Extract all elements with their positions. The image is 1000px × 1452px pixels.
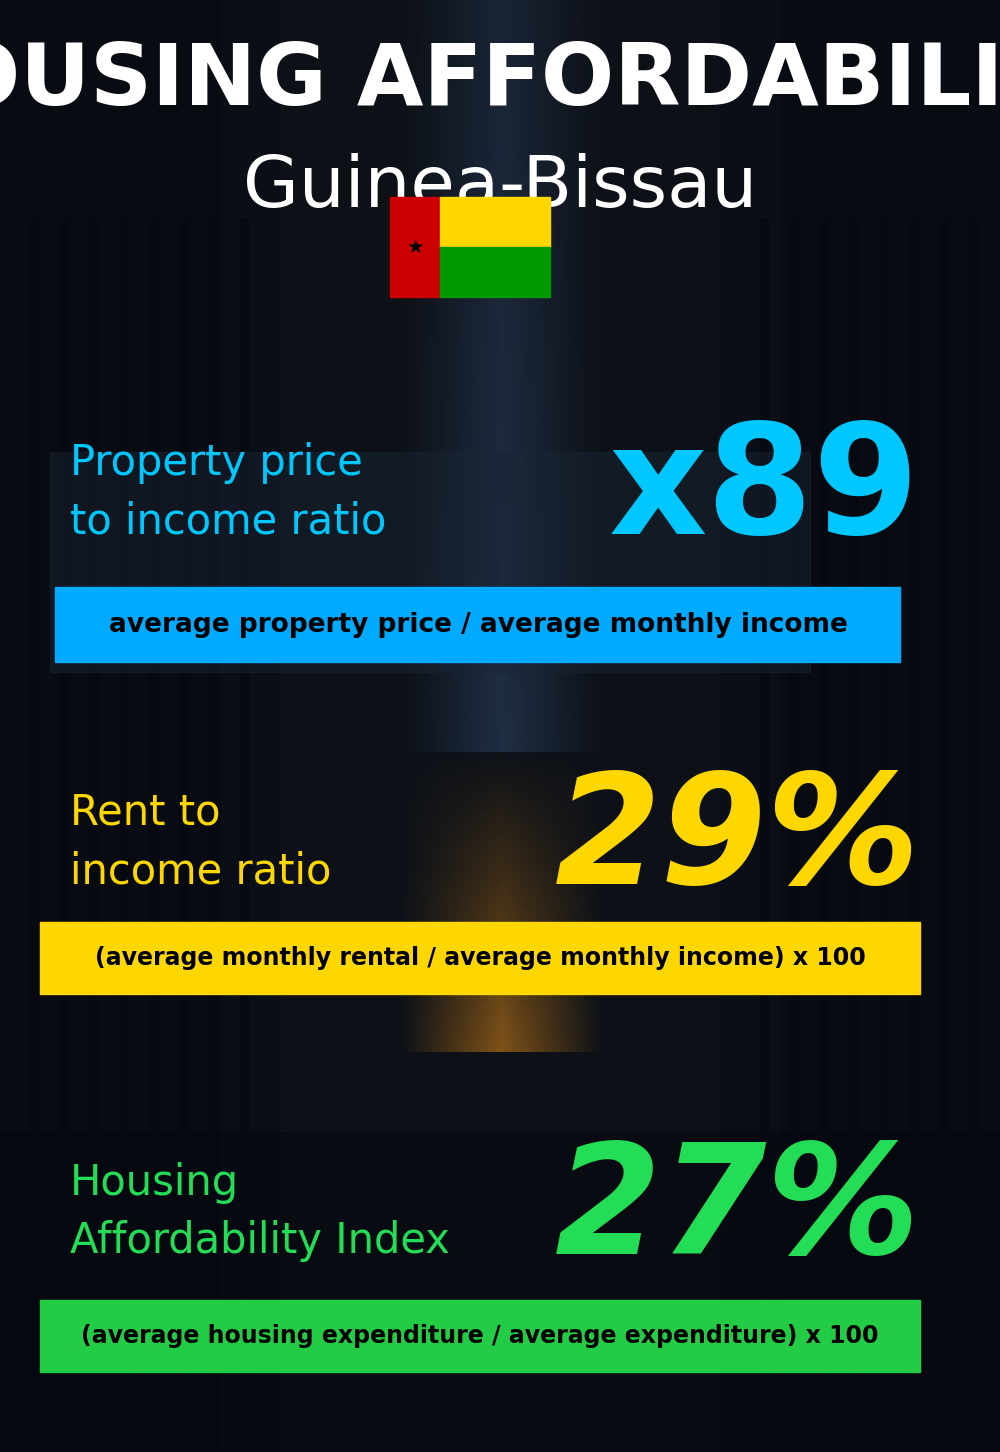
Bar bbox=[440, 197, 550, 247]
Bar bbox=[60, 218, 68, 1452]
Bar bbox=[940, 218, 948, 1452]
Bar bbox=[760, 218, 768, 1452]
Bar bbox=[120, 218, 128, 1452]
Text: Property price
to income ratio: Property price to income ratio bbox=[70, 441, 386, 542]
Bar bbox=[30, 218, 38, 1452]
Text: 29%: 29% bbox=[554, 768, 920, 916]
Bar bbox=[210, 218, 218, 1452]
Bar bbox=[0, 0, 280, 1452]
Bar bbox=[40, 922, 920, 995]
Bar bbox=[720, 0, 1000, 1452]
Bar bbox=[850, 218, 858, 1452]
Text: HOUSING AFFORDABILITY: HOUSING AFFORDABILITY bbox=[0, 41, 1000, 123]
Text: (average housing expenditure / average expenditure) x 100: (average housing expenditure / average e… bbox=[81, 1324, 879, 1347]
Text: ★: ★ bbox=[406, 238, 424, 257]
Bar bbox=[50, 452, 810, 672]
Bar bbox=[180, 218, 188, 1452]
Bar bbox=[780, 0, 1000, 1452]
Bar bbox=[910, 218, 918, 1452]
Bar bbox=[970, 218, 978, 1452]
Text: 27%: 27% bbox=[554, 1137, 920, 1286]
Bar bbox=[150, 218, 158, 1452]
Bar bbox=[90, 218, 98, 1452]
Bar bbox=[240, 218, 248, 1452]
Text: Housing
Affordability Index: Housing Affordability Index bbox=[70, 1162, 450, 1262]
Bar bbox=[390, 197, 440, 298]
Bar bbox=[440, 247, 550, 298]
Bar bbox=[820, 218, 828, 1452]
Text: (average monthly rental / average monthly income) x 100: (average monthly rental / average monthl… bbox=[95, 947, 865, 970]
Bar bbox=[790, 218, 798, 1452]
Bar bbox=[40, 1300, 920, 1372]
Bar bbox=[880, 218, 888, 1452]
Text: x89: x89 bbox=[609, 418, 920, 566]
Text: average property price / average monthly income: average property price / average monthly… bbox=[109, 611, 847, 637]
Text: Rent to
income ratio: Rent to income ratio bbox=[70, 791, 331, 892]
Text: Guinea-Bissau: Guinea-Bissau bbox=[243, 152, 757, 222]
Bar bbox=[55, 587, 900, 662]
Bar bbox=[0, 0, 220, 1452]
Bar bbox=[0, 1133, 1000, 1452]
